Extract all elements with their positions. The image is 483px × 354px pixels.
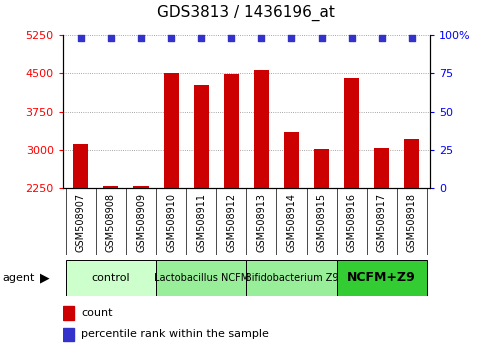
Point [287, 36, 295, 41]
Bar [194, 85, 209, 188]
Text: GSM508909: GSM508909 [136, 193, 146, 252]
Text: agent: agent [2, 273, 35, 283]
Point [318, 36, 326, 41]
Bar [246, 260, 337, 296]
Text: Bifidobacterium Z9: Bifidobacterium Z9 [245, 273, 338, 283]
Text: NCFM+Z9: NCFM+Z9 [347, 272, 416, 284]
Text: GSM508910: GSM508910 [166, 193, 176, 252]
Point [167, 36, 175, 41]
Point [77, 36, 85, 41]
Text: GSM508915: GSM508915 [316, 193, 327, 252]
Text: GDS3813 / 1436196_at: GDS3813 / 1436196_at [157, 5, 335, 21]
Bar [63, 307, 74, 320]
Point [378, 36, 385, 41]
Bar [344, 78, 359, 188]
Bar [337, 260, 427, 296]
Point [137, 36, 145, 41]
Text: GSM508913: GSM508913 [256, 193, 266, 252]
Point [408, 36, 416, 41]
Text: GSM508914: GSM508914 [286, 193, 297, 252]
Text: GSM508908: GSM508908 [106, 193, 116, 252]
Text: percentile rank within the sample: percentile rank within the sample [81, 330, 269, 339]
Bar [284, 132, 299, 188]
Bar [404, 139, 419, 188]
Bar [63, 327, 74, 341]
Bar [156, 260, 246, 296]
Bar [254, 70, 269, 188]
Bar [224, 74, 239, 188]
Bar [164, 73, 179, 188]
Bar [103, 186, 118, 188]
Bar [133, 185, 149, 188]
Bar [374, 148, 389, 188]
Point [348, 36, 355, 41]
Text: GSM508916: GSM508916 [347, 193, 356, 252]
Bar [314, 149, 329, 188]
Bar [73, 144, 88, 188]
Bar [66, 260, 156, 296]
Text: ▶: ▶ [40, 272, 49, 284]
Point [107, 36, 115, 41]
Point [198, 36, 205, 41]
Text: control: control [92, 273, 130, 283]
Point [257, 36, 265, 41]
Text: count: count [81, 308, 113, 318]
Point [227, 36, 235, 41]
Text: GSM508918: GSM508918 [407, 193, 417, 252]
Text: GSM508917: GSM508917 [377, 193, 387, 252]
Text: Lactobacillus NCFM: Lactobacillus NCFM [154, 273, 249, 283]
Text: GSM508912: GSM508912 [227, 193, 236, 252]
Text: GSM508911: GSM508911 [196, 193, 206, 252]
Text: GSM508907: GSM508907 [76, 193, 86, 252]
